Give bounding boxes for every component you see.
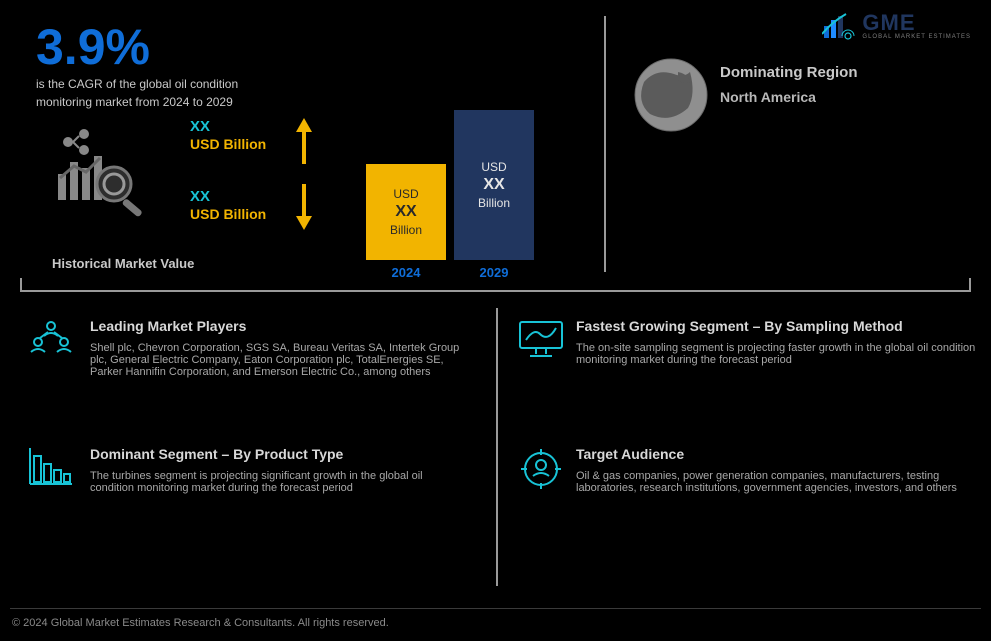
q-tl-title: Leading Market Players (90, 318, 466, 334)
chart-bar-2029-usd: USD (481, 160, 506, 174)
target-icon (516, 446, 570, 497)
dominating-region: North America (720, 89, 970, 105)
bottom-vertical-divider (496, 308, 498, 586)
globe-icon (632, 56, 710, 139)
q-tr-body: The on-site sampling segment is projecti… (576, 342, 976, 366)
chart-bar-2024-year: 2024 (366, 265, 446, 280)
cagr-caption: is the CAGR of the global oil condition … (36, 76, 238, 110)
hist-optimistic-label: USD Billion (190, 136, 266, 152)
logo-subtitle: GLOBAL MARKET ESTIMATES (862, 34, 971, 40)
q-top-left: Leading Market Players Shell plc, Chevro… (26, 318, 466, 378)
q-bl-title: Dominant Segment – By Product Type (90, 446, 466, 462)
logo-text: GME (862, 12, 971, 34)
logo: GME GLOBAL MARKET ESTIMATES (822, 12, 971, 40)
cagr-caption-line2: monitoring market from 2024 to 2029 (36, 94, 238, 110)
analytics-icon (52, 128, 148, 223)
arrow-down-icon (296, 216, 312, 230)
footer-text: © 2024 Global Market Estimates Research … (12, 617, 389, 629)
q-bl-body: The turbines segment is projecting signi… (90, 470, 466, 494)
q-tr-title: Fastest Growing Segment – By Sampling Me… (576, 318, 976, 334)
cagr-caption-line1: is the CAGR of the global oil condition (36, 76, 238, 92)
q-br-body: Oil & gas companies, power generation co… (576, 470, 976, 494)
dominating-title: Dominating Region (720, 64, 970, 81)
bar-chart-icon (26, 446, 80, 493)
logo-bars-icon (822, 12, 856, 40)
hist-conservative-label: USD Billion (190, 206, 266, 222)
market-bar-chart: USD XX Billion 2024 USD XX Billion 2029 (348, 84, 558, 284)
people-icon (26, 318, 80, 363)
q-bottom-left: Dominant Segment – By Product Type The t… (26, 446, 466, 494)
chart-bar-2029-value: XX (483, 176, 504, 194)
cagr-value: 3.9% (36, 18, 150, 76)
hist-conservative-xx: XX (190, 188, 210, 205)
top-vertical-divider (604, 16, 606, 272)
chart-bar-2029-unit: Billion (478, 196, 510, 210)
q-bottom-right: Target Audience Oil & gas companies, pow… (516, 446, 976, 497)
historical-title: Historical Market Value (52, 256, 194, 271)
mid-tick-left (20, 278, 22, 290)
mid-horizontal-divider (20, 290, 971, 292)
hist-optimistic-xx: XX (190, 118, 210, 135)
chart-bar-2024: USD XX Billion 2024 (366, 164, 446, 260)
chart-bar-2024-unit: Billion (390, 223, 422, 237)
monitor-icon (516, 318, 570, 365)
q-tl-body: Shell plc, Chevron Corporation, SGS SA, … (90, 342, 466, 378)
q-br-title: Target Audience (576, 446, 976, 462)
footer-divider (10, 608, 981, 609)
arrow-up-icon (296, 118, 312, 132)
chart-bar-2024-value: XX (395, 203, 416, 221)
chart-bar-2024-usd: USD (393, 187, 418, 201)
q-top-right: Fastest Growing Segment – By Sampling Me… (516, 318, 976, 366)
chart-bar-2029: USD XX Billion 2029 (454, 110, 534, 260)
chart-bar-2029-year: 2029 (454, 265, 534, 280)
mid-tick-right (969, 278, 971, 290)
